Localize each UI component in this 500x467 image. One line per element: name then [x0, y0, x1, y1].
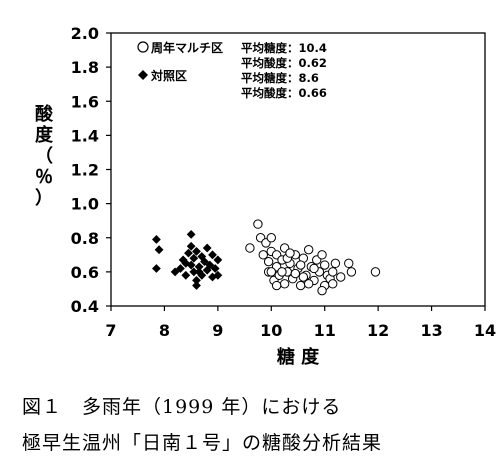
data-point-control	[202, 243, 212, 253]
data-point-mulch	[328, 267, 338, 277]
data-point-control	[205, 260, 215, 270]
data-point-control	[152, 235, 161, 244]
y-tick-label: 1.0	[71, 195, 99, 214]
x-axis-label: 糖 度	[277, 346, 320, 368]
x-tick-label: 14	[474, 321, 496, 340]
data-point-control	[184, 248, 193, 258]
data-point-mulch	[271, 280, 282, 291]
data-point-mulch	[295, 280, 306, 291]
data-point-mulch	[346, 267, 357, 277]
data-point-control	[152, 264, 161, 273]
y-axis-label-char: ）	[35, 188, 53, 209]
axes: 7 8 9 10 11 12 13 14 0.4 0.6 0.8 1.0 1.2 1.4 1.6 1.8 2.0	[71, 24, 496, 340]
legend-stat-control: 平均酸度：0.66	[241, 86, 327, 100]
figure-caption-line-2: 極早生温州「日南１号」の糖酸分析結果	[22, 432, 383, 454]
y-tick-label: 2.0	[71, 24, 99, 43]
x-tick-label: 10	[260, 321, 282, 340]
y-axis-label-char: ％	[35, 167, 53, 188]
figure-caption-line-1: 図１ 多雨年（1999 年）における	[22, 396, 342, 418]
data-point-control	[181, 258, 191, 268]
data-point-control	[213, 255, 223, 265]
data-point-mulch	[344, 258, 354, 269]
data-point-mulch	[320, 260, 330, 270]
data-point-control	[186, 229, 196, 239]
legend-marker-control	[138, 70, 148, 80]
data-point-mulch	[253, 219, 263, 229]
y-tick-label: 0.6	[71, 263, 99, 282]
data-point-control	[194, 267, 204, 277]
data-point-control	[176, 264, 185, 273]
legend-stat-mulch: 平均酸度：0.62	[241, 56, 327, 70]
y-axis-label-char: （	[35, 146, 53, 167]
legend-marker-mulch	[137, 41, 149, 53]
data-point-mulch	[303, 279, 314, 289]
y-tick-label: 0.4	[71, 297, 99, 316]
data-point-control	[192, 247, 201, 256]
data-point-control	[213, 270, 223, 280]
data-point-control	[197, 252, 207, 261]
data-point-mulch	[285, 248, 295, 258]
x-tick-label: 13	[420, 321, 442, 340]
legend-stat-mulch: 平均糖度：10.4	[241, 41, 327, 55]
data-point-mulch	[277, 267, 287, 277]
data-point-mulch	[295, 260, 306, 270]
y-axis-label-char: 酸	[35, 103, 54, 125]
x-tick-label: 12	[367, 321, 389, 340]
data-point-mulch	[290, 268, 301, 279]
y-tick-label: 1.2	[71, 161, 99, 180]
data-point-control	[192, 276, 201, 285]
y-axis-label: 酸度（％）	[35, 103, 54, 209]
y-tick-label: 1.8	[71, 58, 99, 77]
data-point-mulch	[330, 258, 341, 269]
data-point-mulch	[317, 250, 327, 260]
data-point-mulch	[336, 272, 346, 282]
data-point-control	[154, 245, 164, 255]
data-point-mulch	[328, 279, 338, 289]
legend-label-control: 対照区	[150, 68, 187, 83]
data-point-control	[194, 262, 204, 272]
data-point-mulch	[317, 285, 327, 296]
data-point-control	[170, 267, 180, 277]
data-point-control	[210, 264, 220, 273]
x-tick-label: 8	[159, 321, 170, 340]
legend-label-mulch: 周年マルチ区	[151, 40, 223, 55]
data-point-control	[181, 270, 191, 280]
data-point-control	[189, 253, 199, 263]
data-point-control	[192, 281, 201, 290]
y-tick-label: 0.8	[71, 229, 99, 248]
x-tick-label: 7	[105, 321, 116, 340]
data-point-mulch	[266, 233, 276, 243]
x-tick-label: 9	[212, 321, 223, 340]
y-axis-label-text: 酸度（％）	[35, 103, 54, 209]
data-point-mulch	[263, 256, 274, 267]
data-point-mulch	[245, 243, 255, 253]
data-points	[152, 219, 381, 296]
data-point-control	[186, 241, 196, 251]
data-point-mulch	[309, 263, 319, 274]
data-point-mulch	[258, 250, 268, 260]
data-point-control	[189, 267, 199, 277]
x-tick-label: 11	[314, 321, 336, 340]
y-tick-label: 1.6	[71, 92, 99, 111]
data-point-mulch	[303, 244, 314, 255]
data-point-mulch	[266, 267, 276, 277]
data-point-control	[208, 250, 217, 260]
data-point-mulch	[370, 267, 381, 277]
data-point-mulch	[279, 279, 290, 289]
data-point-mulch	[298, 272, 309, 282]
legend-stat-control: 平均糖度：8.6	[241, 71, 319, 85]
y-tick-label: 1.4	[71, 126, 99, 145]
y-axis-label-char: 度	[35, 124, 54, 146]
